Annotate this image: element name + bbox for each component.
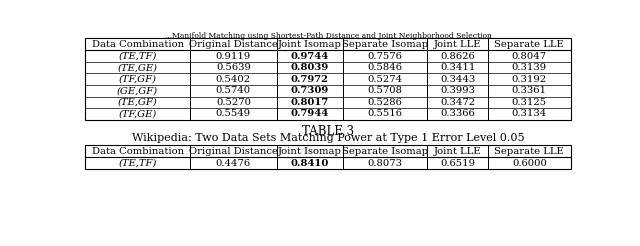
Text: Wikipedia: Two Data Sets Matching Power at Type 1 Error Level 0.05: Wikipedia: Two Data Sets Matching Power … <box>132 134 524 143</box>
Text: 0.8410: 0.8410 <box>291 159 329 168</box>
Text: 0.7309: 0.7309 <box>291 86 329 95</box>
Text: Joint LLE: Joint LLE <box>434 147 481 156</box>
Bar <box>85 145 571 169</box>
Text: 0.4476: 0.4476 <box>216 159 251 168</box>
Text: 0.3993: 0.3993 <box>440 86 476 95</box>
Text: Separate LLE: Separate LLE <box>495 147 564 156</box>
Text: Separate Isomap: Separate Isomap <box>342 40 428 49</box>
Text: 0.3125: 0.3125 <box>512 98 547 107</box>
Text: 0.3134: 0.3134 <box>512 109 547 118</box>
Text: 0.3443: 0.3443 <box>440 75 476 84</box>
Text: (TE,TF): (TE,TF) <box>118 52 157 61</box>
Text: ...Manifold Matching using Shortest-Path Distance and Joint Neighborhood Selecti: ...Manifold Matching using Shortest-Path… <box>164 32 492 40</box>
Text: 0.6000: 0.6000 <box>512 159 547 168</box>
Text: Joint Isomap: Joint Isomap <box>278 147 342 156</box>
Text: (GE,GF): (GE,GF) <box>117 86 158 95</box>
Text: 0.5639: 0.5639 <box>216 63 251 72</box>
Text: (TE,TF): (TE,TF) <box>118 159 157 168</box>
Text: 0.3472: 0.3472 <box>440 98 476 107</box>
Text: 0.5740: 0.5740 <box>216 86 251 95</box>
Text: 0.5549: 0.5549 <box>216 109 251 118</box>
Text: Data Combination: Data Combination <box>92 40 184 49</box>
Text: Separate LLE: Separate LLE <box>495 40 564 49</box>
Text: 0.5708: 0.5708 <box>367 86 403 95</box>
Bar <box>85 38 571 120</box>
Text: 0.3192: 0.3192 <box>512 75 547 84</box>
Text: 0.7972: 0.7972 <box>291 75 329 84</box>
Text: 0.6519: 0.6519 <box>440 159 476 168</box>
Text: 0.3139: 0.3139 <box>512 63 547 72</box>
Text: 0.9119: 0.9119 <box>216 52 251 61</box>
Text: 0.8626: 0.8626 <box>440 52 475 61</box>
Text: 0.5516: 0.5516 <box>367 109 403 118</box>
Text: 0.5402: 0.5402 <box>216 75 251 84</box>
Text: 0.5846: 0.5846 <box>367 63 403 72</box>
Text: TABLE 3: TABLE 3 <box>302 125 354 138</box>
Text: 0.5286: 0.5286 <box>367 98 403 107</box>
Text: (TE,GF): (TE,GF) <box>118 98 157 107</box>
Text: 0.8017: 0.8017 <box>291 98 329 107</box>
Text: 0.7576: 0.7576 <box>367 52 403 61</box>
Text: 0.8073: 0.8073 <box>367 159 403 168</box>
Text: 0.7944: 0.7944 <box>291 109 329 118</box>
Text: 0.8047: 0.8047 <box>512 52 547 61</box>
Text: 0.3361: 0.3361 <box>512 86 547 95</box>
Text: 0.5274: 0.5274 <box>367 75 403 84</box>
Text: 0.5270: 0.5270 <box>216 98 251 107</box>
Text: Joint Isomap: Joint Isomap <box>278 40 342 49</box>
Text: Joint LLE: Joint LLE <box>434 40 481 49</box>
Text: (TF,GF): (TF,GF) <box>118 75 157 84</box>
Text: (TF,GE): (TF,GE) <box>118 109 157 118</box>
Text: Original Distance: Original Distance <box>189 147 278 156</box>
Text: (TE,GE): (TE,GE) <box>118 63 157 72</box>
Text: Data Combination: Data Combination <box>92 147 184 156</box>
Text: Original Distance: Original Distance <box>189 40 278 49</box>
Text: 0.3411: 0.3411 <box>440 63 476 72</box>
Text: 0.8039: 0.8039 <box>291 63 329 72</box>
Text: Separate Isomap: Separate Isomap <box>342 147 428 156</box>
Text: 0.3366: 0.3366 <box>440 109 475 118</box>
Text: 0.9744: 0.9744 <box>291 52 329 61</box>
